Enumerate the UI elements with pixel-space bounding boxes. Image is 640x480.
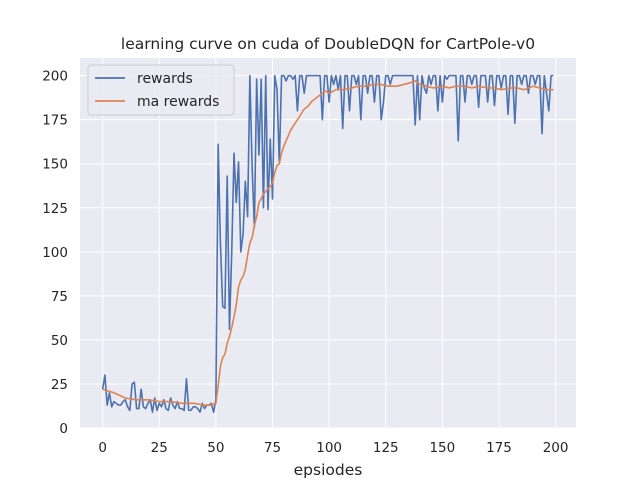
chart-title: learning curve on cuda of DoubleDQN for … [121,35,535,53]
y-tick-label: 0 [59,421,68,437]
x-tick-label: 200 [543,440,569,456]
series-layer [101,74,554,413]
y-tick-label: 175 [42,113,68,129]
x-axis-label: epsiodes [294,461,363,479]
x-tick-label: 0 [98,440,107,456]
y-tick-label: 25 [51,377,68,393]
x-tick-label: 175 [486,440,512,456]
x-tick-label: 25 [151,440,168,456]
x-tick-label: 125 [373,440,399,456]
y-tick-label: 75 [51,289,68,305]
y-tick-label: 150 [42,157,68,173]
x-tick-label: 50 [207,440,224,456]
x-tick-label: 75 [264,440,281,456]
x-tick-label: 100 [316,440,342,456]
legend: rewards ma rewards [87,64,235,116]
y-tick-label: 200 [42,69,68,85]
y-tick-label: 100 [42,245,68,261]
legend-label-ma-rewards: ma rewards [137,94,219,110]
series-line-ma-rewards [102,80,554,406]
x-tick-label: 150 [429,440,455,456]
tick-labels: 0 25 50 75 100 125 150 175 200 0 25 50 75 100 125 150 17… [42,69,568,456]
y-tick-label: 50 [51,333,68,349]
legend-label-rewards: rewards [137,71,193,87]
grid [80,58,576,429]
y-tick-label: 125 [42,201,68,217]
